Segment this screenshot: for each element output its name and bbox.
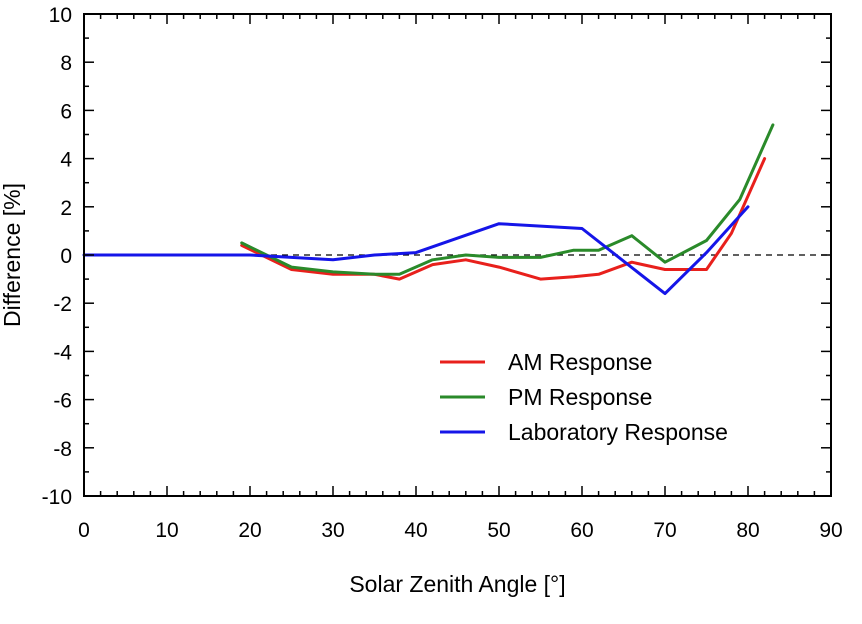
legend: AM Response PM Response Laboratory Respons… (440, 349, 728, 445)
legend-label-laboratory-response: Laboratory Response (508, 419, 728, 445)
legend-label-am-response: AM Response (508, 349, 652, 375)
y-tick-label: -4 (53, 341, 72, 364)
x-tick-label: 90 (819, 519, 842, 542)
y-tick-label: 2 (60, 197, 72, 220)
series-line-pm-response (240, 123, 775, 276)
data-layer (82, 123, 831, 296)
y-tick-label: -6 (53, 390, 72, 413)
x-tick-label: 10 (155, 519, 178, 542)
y-tick-label: -2 (53, 293, 72, 316)
y-tick-label: 6 (60, 100, 72, 123)
x-tick-label: 50 (487, 519, 510, 542)
series-line-am-response (240, 157, 767, 281)
y-tick-label: 0 (60, 245, 72, 268)
y-axis-title: Difference [%] (0, 183, 25, 327)
x-tick-label: 60 (570, 519, 593, 542)
x-tick-label: 20 (238, 519, 261, 542)
x-tick-label: 30 (321, 519, 344, 542)
x-tick-label: 70 (653, 519, 676, 542)
tick-labels-layer: 0 10 20 30 40 50 60 70 80 90 -10 -8 -6 -4 -2 0 2 4 6 8 10 (42, 4, 843, 542)
ticks-layer (83, 13, 832, 497)
x-tick-label: 80 (736, 519, 759, 542)
y-tick-label: 4 (60, 149, 72, 172)
x-axis-title: Solar Zenith Angle [°] (349, 571, 565, 597)
x-tick-label: 0 (78, 519, 90, 542)
series-line-laboratory-response (82, 205, 750, 296)
legend-label-pm-response: PM Response (508, 384, 652, 410)
x-tick-label: 40 (404, 519, 427, 542)
y-tick-label: -10 (42, 486, 72, 509)
y-tick-label: 8 (60, 52, 72, 75)
y-tick-label: -8 (53, 438, 72, 461)
y-tick-label: 10 (49, 4, 72, 27)
